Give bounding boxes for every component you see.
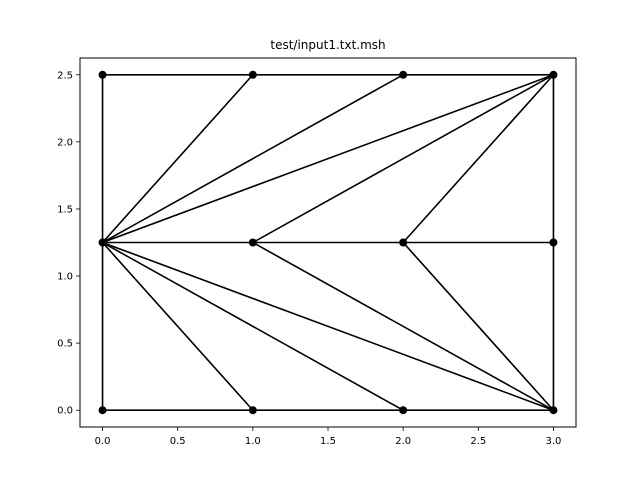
- x-tick-label: 0.0: [95, 436, 111, 447]
- mesh-node-0: [98, 406, 107, 415]
- mesh-edge-19: [102, 241, 404, 411]
- mesh-node-11: [549, 70, 558, 79]
- mesh-edge-18: [101, 241, 254, 411]
- mesh-nodes: [98, 70, 558, 415]
- y-tick-label: 0.0: [57, 406, 73, 417]
- mesh-node-1: [248, 406, 257, 415]
- x-tick-label: 1.0: [245, 436, 261, 447]
- y-tick-label: 1.5: [57, 204, 73, 215]
- mesh-node-8: [98, 70, 107, 79]
- y-tick-label: 2.5: [57, 70, 73, 81]
- y-tick-label: 0.5: [57, 339, 73, 350]
- mesh-node-7: [549, 238, 558, 247]
- x-axis-ticks: 0.0 0.5 1.0 1.5 2.0 2.5 3.0: [95, 427, 562, 447]
- y-tick-label: 2.0: [57, 137, 73, 148]
- mesh-node-6: [399, 238, 408, 247]
- mesh-edge-14: [102, 74, 404, 244]
- mesh-edges: [101, 73, 555, 412]
- y-axis-ticks: 0.0 0.5 1.0 1.5 2.0 2.5: [57, 70, 80, 417]
- mesh-edge-21: [252, 241, 554, 411]
- x-tick-label: 1.5: [320, 436, 336, 447]
- chart-title: test/input1.txt.msh: [270, 38, 385, 52]
- mesh-edge-15: [102, 74, 554, 244]
- mesh-node-9: [248, 70, 257, 79]
- mesh-node-2: [399, 406, 408, 415]
- mesh-edge-16: [252, 74, 554, 244]
- mesh-node-3: [549, 406, 558, 415]
- mesh-node-10: [399, 70, 408, 79]
- x-tick-label: 0.5: [170, 436, 186, 447]
- x-tick-label: 3.0: [546, 436, 562, 447]
- x-tick-label: 2.0: [395, 436, 411, 447]
- x-tick-label: 2.5: [470, 436, 486, 447]
- mesh-node-5: [248, 238, 257, 247]
- mesh-node-4: [98, 238, 107, 247]
- mesh-edge-13: [101, 74, 254, 244]
- mesh-edge-22: [402, 241, 555, 411]
- mesh-edge-17: [402, 74, 555, 244]
- mesh-edge-20: [102, 241, 554, 411]
- y-tick-label: 1.0: [57, 272, 73, 283]
